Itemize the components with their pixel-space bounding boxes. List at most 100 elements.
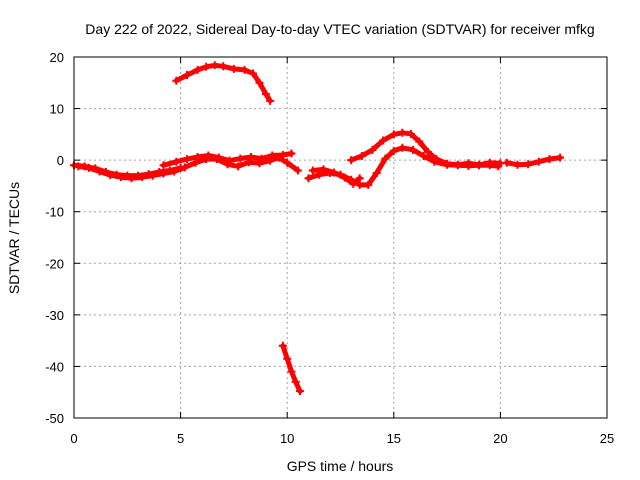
data-point: [240, 65, 249, 74]
data-point: [291, 377, 300, 386]
data-point: [249, 69, 258, 78]
x-tick-label: 0: [70, 431, 77, 446]
data-point: [182, 155, 191, 164]
data-point: [138, 173, 147, 182]
series-arc-3: [159, 149, 296, 170]
y-tick-label: 10: [50, 102, 64, 117]
series-arc-2: [74, 153, 302, 183]
data-point: [406, 129, 415, 138]
data-point: [191, 158, 200, 167]
series-arc-8: [347, 128, 505, 169]
series-arc-9: [502, 153, 565, 169]
data-point: [364, 180, 373, 189]
x-axis-label: GPS time / hours: [287, 458, 394, 474]
data-point: [398, 143, 407, 152]
data-point: [193, 65, 202, 74]
data-point: [423, 147, 432, 156]
data-point: [308, 166, 317, 175]
data-point: [398, 128, 407, 137]
data-point: [502, 158, 511, 167]
data-point: [347, 156, 356, 165]
data-point: [95, 167, 104, 176]
series-arc-7: [308, 165, 364, 188]
data-point: [475, 160, 484, 169]
data-point: [229, 64, 238, 73]
x-tick-label: 25: [600, 431, 614, 446]
data-point: [287, 149, 296, 158]
data-point: [355, 174, 364, 183]
data-point: [485, 158, 494, 167]
data-point: [210, 61, 219, 70]
y-tick-label: -20: [45, 256, 64, 271]
data-point: [266, 96, 275, 105]
data-point: [319, 165, 328, 174]
data-point: [389, 146, 398, 155]
data-point: [159, 161, 168, 170]
data-point: [182, 71, 191, 80]
chart-title: Day 222 of 2022, Sidereal Day-to-day VTE…: [85, 21, 594, 37]
data-point: [287, 367, 296, 376]
x-tick-label: 20: [493, 431, 507, 446]
data-point: [148, 171, 157, 180]
data-point: [127, 174, 136, 183]
y-tick-label: -10: [45, 205, 64, 220]
data-point: [524, 160, 533, 169]
data-point: [368, 145, 377, 154]
data-point: [193, 153, 202, 162]
data-point: [283, 354, 292, 363]
data-point: [268, 151, 277, 160]
y-tick-label: 0: [57, 153, 64, 168]
x-tick-label: 15: [387, 431, 401, 446]
data-point: [453, 160, 462, 169]
y-axis-label: SDTVAR / TECUs: [6, 182, 22, 294]
data-point: [172, 76, 181, 85]
series-trace: [348, 130, 503, 168]
data-point: [357, 152, 366, 161]
data-point: [214, 153, 223, 162]
data-point: [255, 78, 264, 87]
data-point: [304, 174, 313, 183]
x-tick-label: 5: [177, 431, 184, 446]
data-point: [283, 158, 292, 167]
data-point: [278, 341, 287, 350]
data-point: [246, 153, 255, 162]
data-point: [556, 153, 565, 162]
data-series: [70, 61, 565, 396]
data-point: [513, 160, 522, 169]
series-arc-5: [278, 341, 304, 396]
data-point: [180, 163, 189, 172]
data-point: [225, 156, 234, 165]
y-tick-label: -40: [45, 359, 64, 374]
data-point: [408, 145, 417, 154]
data-point: [234, 162, 243, 171]
data-point: [534, 157, 543, 166]
series-arc-4: [172, 61, 275, 105]
y-tick-label: -50: [45, 411, 64, 426]
data-point: [381, 154, 390, 163]
x-tick-label: 10: [280, 431, 294, 446]
grid: [74, 57, 607, 418]
data-point: [340, 173, 349, 182]
data-point: [257, 154, 266, 163]
data-point: [278, 150, 287, 159]
data-point: [236, 154, 245, 163]
data-point: [170, 167, 179, 176]
series-trace: [75, 155, 301, 181]
data-point: [74, 162, 83, 171]
data-point: [389, 130, 398, 139]
data-point: [219, 62, 228, 71]
data-point: [545, 155, 554, 164]
data-point: [415, 137, 424, 146]
data-point: [106, 171, 115, 180]
data-point: [464, 159, 473, 168]
data-point: [355, 180, 364, 189]
data-point: [261, 90, 270, 99]
data-point: [116, 173, 125, 182]
data-point: [330, 168, 339, 177]
data-point: [443, 159, 452, 168]
axis-ticks: 0 5 10 15 20 25 -50 -40 -30 -20 -10 0 10 20: [45, 50, 614, 446]
plot-frame: [73, 56, 608, 419]
data-point: [419, 152, 428, 161]
data-point: [379, 136, 388, 145]
